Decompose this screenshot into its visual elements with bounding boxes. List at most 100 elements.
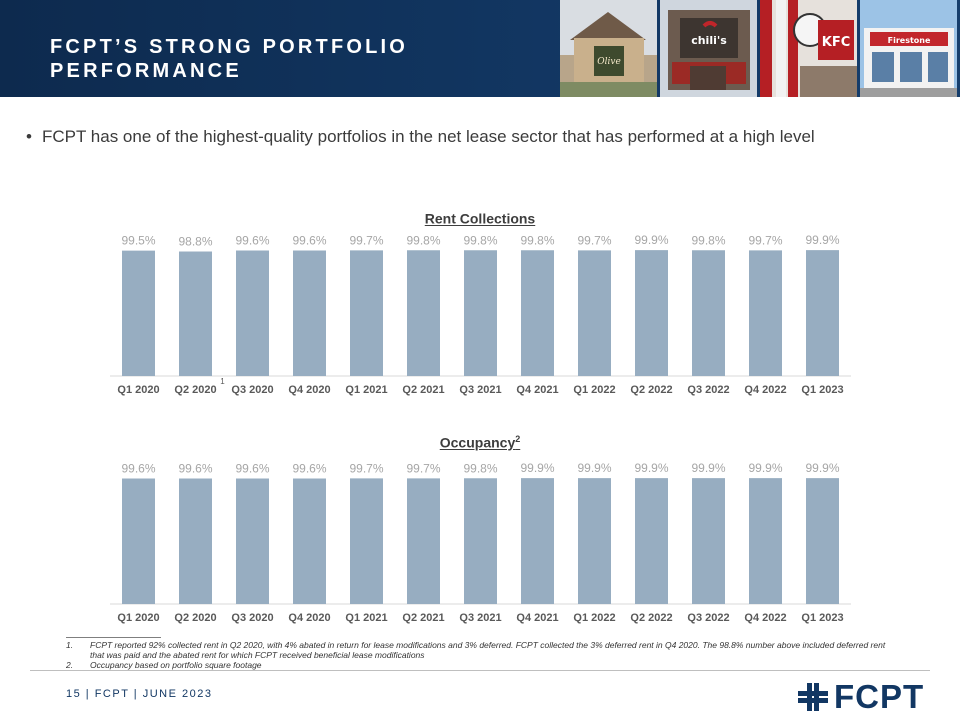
rent-bar bbox=[122, 250, 155, 376]
rent-data-label: 99.8% bbox=[406, 233, 440, 247]
rent-tick-superscript: 1 bbox=[220, 377, 225, 386]
rent-collections-chart: 99.5% Q1 2020 98.8% Q2 2020 1 99.6% Q3 2020 99.… bbox=[110, 233, 851, 396]
occupancy-title-sup: 2 bbox=[515, 434, 521, 444]
occupancy-bar bbox=[179, 478, 212, 604]
rent-bar bbox=[521, 250, 554, 376]
occupancy-tick-label: Q3 2021 bbox=[459, 612, 501, 624]
fcpt-logo-text: FCPT bbox=[834, 678, 925, 715]
occupancy-tick-label: Q3 2022 bbox=[687, 612, 729, 624]
rent-data-label: 99.6% bbox=[235, 234, 269, 248]
occupancy-data-label: 99.6% bbox=[178, 462, 212, 476]
occupancy-data-label: 99.7% bbox=[349, 461, 383, 475]
olive-garden-photo: Olive bbox=[560, 0, 657, 97]
occupancy-data-label: 99.7% bbox=[406, 461, 440, 475]
occupancy-bar bbox=[521, 478, 554, 604]
occupancy-bar bbox=[407, 478, 440, 604]
occupancy-bar bbox=[464, 478, 497, 604]
occupancy-data-label: 99.6% bbox=[121, 462, 155, 476]
occupancy-tick-label: Q4 2022 bbox=[744, 612, 786, 624]
occupancy-bar bbox=[293, 478, 326, 604]
occupancy-tick-label: Q1 2020 bbox=[117, 612, 159, 624]
occupancy-data-label: 99.9% bbox=[805, 461, 839, 475]
occupancy-tick-label: Q1 2021 bbox=[345, 612, 387, 624]
occupancy-title: Occupancy2 bbox=[0, 434, 960, 451]
rent-data-label: 99.8% bbox=[691, 233, 725, 247]
occupancy-bar bbox=[692, 478, 725, 604]
summary-bullet-text: FCPT has one of the highest-quality port… bbox=[42, 127, 815, 146]
rent-bar bbox=[179, 251, 212, 376]
rent-tick-label: Q3 2020 bbox=[231, 384, 273, 396]
fcpt-logo: FCPT bbox=[798, 678, 924, 716]
occupancy-data-label: 99.9% bbox=[577, 461, 611, 475]
rent-tick-label: Q3 2021 bbox=[459, 384, 501, 396]
chilis-photo: chili's bbox=[660, 0, 757, 97]
rent-data-label: 98.8% bbox=[178, 235, 212, 249]
occupancy-chart: 99.6% Q1 2020 99.6% Q2 2020 99.6% Q3 2020 99.6… bbox=[110, 461, 851, 624]
rent-tick-label: Q1 2020 bbox=[117, 384, 159, 396]
summary-bullet: • FCPT has one of the highest-quality por… bbox=[26, 127, 946, 147]
page-title-line1: FCPT’S STRONG PORTFOLIO bbox=[50, 36, 409, 58]
footnote-1: 1. FCPT reported 92% collected rent in Q… bbox=[66, 640, 896, 660]
occupancy-bar bbox=[350, 478, 383, 604]
svg-text:Firestone: Firestone bbox=[888, 36, 931, 45]
rent-tick-label: Q3 2022 bbox=[687, 384, 729, 396]
occupancy-data-label: 99.9% bbox=[748, 461, 782, 475]
footnote-1-text: FCPT reported 92% collected rent in Q2 2… bbox=[90, 640, 886, 660]
occupancy-tick-label: Q2 2020 bbox=[174, 612, 216, 624]
rent-collections-title: Rent Collections bbox=[0, 210, 960, 227]
rent-data-label: 99.8% bbox=[463, 233, 497, 247]
rent-bar bbox=[236, 250, 269, 376]
occupancy-data-label: 99.9% bbox=[634, 461, 668, 475]
footer-divider bbox=[30, 670, 930, 671]
rent-data-label: 99.5% bbox=[121, 234, 155, 248]
header-photos: Olive chili's KFC bbox=[560, 0, 960, 97]
page-title-line2: PERFORMANCE bbox=[50, 60, 242, 82]
rent-bar bbox=[350, 250, 383, 376]
rent-collections-title-text: Rent Collections bbox=[424, 210, 536, 227]
rent-bar bbox=[578, 250, 611, 376]
svg-text:KFC: KFC bbox=[822, 35, 851, 50]
footnote-2-number: 2. bbox=[66, 660, 74, 670]
rent-tick-label: Q1 2023 bbox=[801, 384, 843, 396]
footnotes: 1. FCPT reported 92% collected rent in Q… bbox=[66, 640, 896, 670]
occupancy-tick-label: Q1 2022 bbox=[573, 612, 615, 624]
occupancy-bar bbox=[806, 478, 839, 604]
rent-tick-label: Q4 2020 bbox=[288, 384, 330, 396]
rent-tick-label: Q4 2021 bbox=[516, 384, 558, 396]
rent-data-label: 99.8% bbox=[520, 233, 554, 247]
footnote-2-text: Occupancy based on portfolio square foot… bbox=[90, 660, 262, 670]
occupancy-bar bbox=[236, 478, 269, 604]
rent-bar bbox=[407, 250, 440, 376]
occupancy-data-label: 99.9% bbox=[691, 461, 725, 475]
rent-bar bbox=[806, 250, 839, 376]
footnote-2: 2. Occupancy based on portfolio square f… bbox=[66, 660, 896, 670]
occupancy-tick-label: Q4 2020 bbox=[288, 612, 330, 624]
occupancy-data-label: 99.8% bbox=[463, 461, 497, 475]
footnote-divider bbox=[66, 637, 161, 638]
rent-data-label: 99.9% bbox=[634, 233, 668, 247]
occupancy-title-text: Occupancy bbox=[439, 434, 516, 451]
rent-data-label: 99.7% bbox=[748, 233, 782, 247]
occupancy-tick-label: Q2 2021 bbox=[402, 612, 444, 624]
occupancy-tick-label: Q1 2023 bbox=[801, 612, 843, 624]
rent-bar bbox=[692, 250, 725, 376]
bullet-icon: • bbox=[26, 127, 32, 146]
occupancy-data-label: 99.9% bbox=[520, 461, 554, 475]
svg-text:chili's: chili's bbox=[691, 34, 727, 47]
occupancy-tick-label: Q3 2020 bbox=[231, 612, 273, 624]
occupancy-data-label: 99.6% bbox=[235, 462, 269, 476]
rent-data-label: 99.6% bbox=[292, 234, 326, 248]
page-title: FCPT’S STRONG PORTFOLIO PERFORMANCE bbox=[50, 35, 480, 83]
rent-bar bbox=[464, 250, 497, 376]
rent-bar bbox=[749, 250, 782, 376]
firestone-photo: Firestone bbox=[860, 0, 957, 97]
occupancy-tick-label: Q2 2022 bbox=[630, 612, 672, 624]
rent-data-label: 99.7% bbox=[577, 233, 611, 247]
rent-bar bbox=[635, 250, 668, 376]
rent-bar bbox=[293, 250, 326, 376]
fcpt-logo-icon bbox=[798, 683, 828, 711]
rent-tick-label: Q1 2021 bbox=[345, 384, 387, 396]
svg-text:Olive: Olive bbox=[597, 57, 621, 67]
rent-tick-label: Q4 2022 bbox=[744, 384, 786, 396]
rent-tick-label: Q2 2020 bbox=[174, 384, 216, 396]
